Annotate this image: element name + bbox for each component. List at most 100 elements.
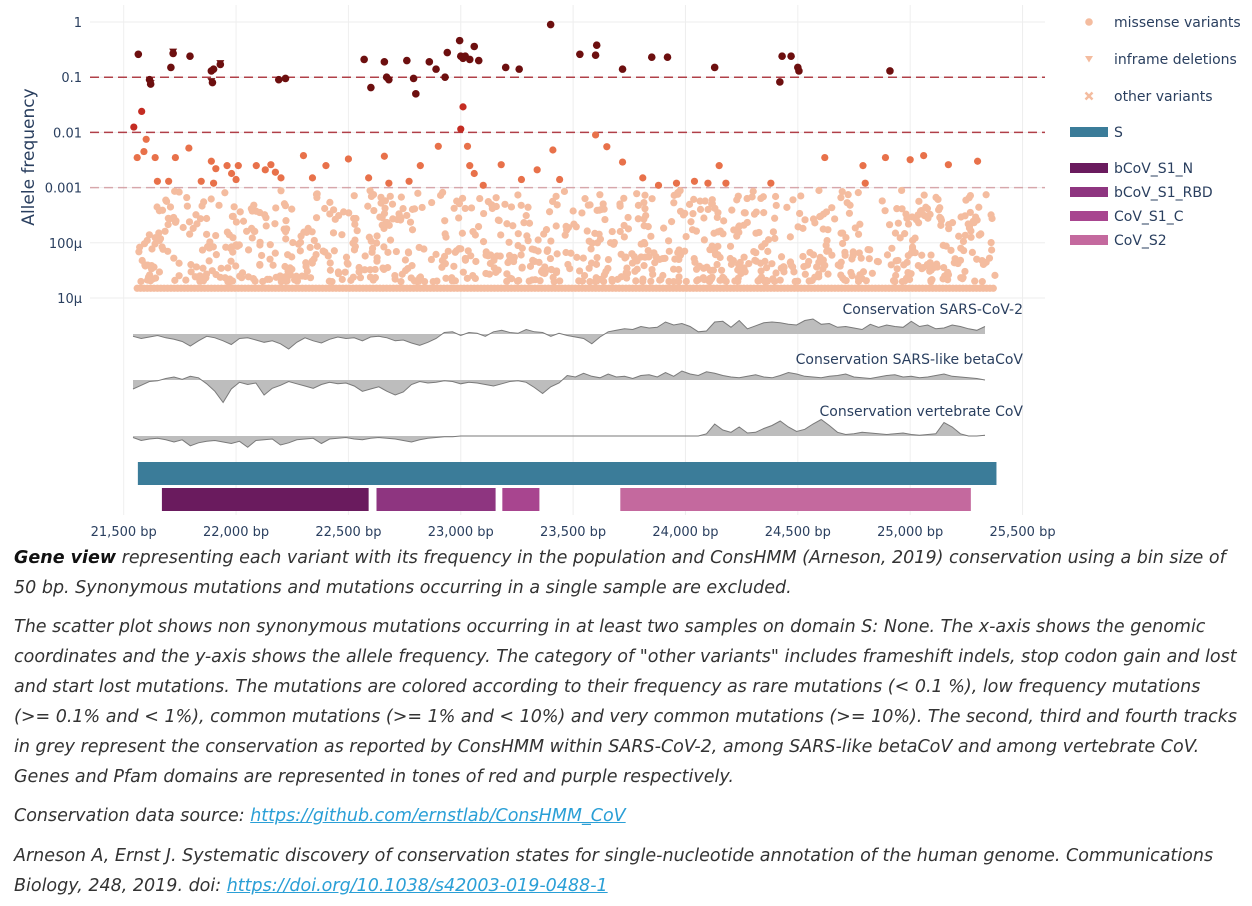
rare-variant-point [825,247,833,255]
rare-variant-point [800,263,808,271]
rare-variant-point [353,227,361,235]
rare-variant-point [546,254,555,263]
low-frequency-variant-point [722,179,730,187]
rare-variant-point [575,277,583,285]
rare-variant-point [975,231,983,239]
conservation-line [132,418,986,448]
rare-variant-point [497,231,505,239]
rare-variant-point [728,206,736,214]
rare-variant-point [235,241,243,249]
rare-variant-point [227,244,235,253]
rare-variant-point [864,245,872,254]
rare-variant-point [596,235,605,243]
rare-variant-point [281,273,289,281]
rare-variant-point [634,201,642,209]
rare-variant-point [269,261,277,269]
rare-variant-point [162,196,170,204]
rare-variant-point [183,193,191,202]
low-frequency-variant-point [223,162,231,170]
rare-variant-point [228,212,236,221]
rare-variant-point [839,229,847,237]
low-frequency-variant-point [212,165,220,173]
rare-variant-point [401,256,409,264]
caption-source: Conservation data source: https://github… [14,801,1242,831]
rare-variant-point [856,220,864,228]
low-frequency-variant-point [133,153,141,162]
rare-variant-point [351,220,359,228]
caption-title: Gene view [14,548,117,568]
very-common-variant-point [409,74,418,83]
rare-variant-point [442,233,450,241]
rare-variant-point [729,256,738,265]
rare-variant-point [513,277,522,285]
legend-label: missense variants [1114,15,1241,31]
caption-description: The scatter plot shows non synonymous mu… [14,612,1242,792]
rare-variant-point [282,217,290,225]
rare-variant-point [749,187,757,195]
rare-variant-point [959,237,968,246]
rare-variant-point [757,267,765,275]
rare-variant-point [944,276,952,284]
rare-variant-point [514,241,522,250]
common-variant-point [457,125,465,133]
rare-variant-point [640,262,648,270]
rare-variant-point [560,187,569,196]
rare-variant-point [988,246,996,254]
rare-variant-point [239,217,248,225]
rare-variant-point [161,227,169,235]
rare-variant-point [428,198,436,207]
rare-variant-point [364,202,372,210]
very-common-variant-point [403,56,411,65]
rare-variant-point [479,238,488,246]
doi-link[interactable]: https://doi.org/10.1038/s42003-019-0488-… [226,876,608,896]
rare-variant-point [156,235,165,243]
rare-variant-point [801,216,809,224]
rare-variant-point [534,236,542,244]
low-frequency-variant-point [821,153,829,162]
rare-variant-point [734,192,742,200]
rare-variant-point [328,278,336,286]
source-link[interactable]: https://github.com/ernstlab/ConsHMM_CoV [250,806,626,826]
rare-variant-point [155,268,164,276]
rare-variant-point [378,221,386,229]
rare-variant-point [845,209,854,217]
very-common-variant-point [443,48,452,57]
rare-variant-point [196,272,204,280]
rare-variant-point [608,227,616,236]
rare-variant-point [772,269,780,277]
rare-variant-point [229,234,237,242]
rare-variant-point [421,277,429,286]
rare-variant-point [392,247,400,256]
rare-variant-point [893,265,901,273]
rare-variant-point [586,278,594,286]
low-frequency-variant-point [533,166,541,174]
rare-variant-point [338,231,346,239]
rare-variant-point [331,215,339,223]
rare-variant-point [366,266,374,274]
rare-variant-point [940,263,948,272]
low-frequency-variant-point [463,142,472,150]
low-frequency-variant-point [920,151,928,160]
rare-variant-point [501,200,509,208]
rare-variant-point [136,243,144,251]
low-frequency-variant-point [549,146,557,154]
low-frequency-variant-point [165,177,173,185]
rare-variant-point [816,213,824,221]
rare-variant-point [326,210,334,218]
rare-variant-point [137,277,145,286]
rare-variant-point [200,198,208,206]
very-common-variant-point [591,51,600,60]
rare-variant-point [556,277,564,285]
common-variant-point [138,107,146,116]
rare-variant-point [288,205,296,213]
rare-variant-point [731,277,739,285]
rare-variant-point [865,255,873,263]
rare-variant-point [526,262,535,270]
rare-variant-point [517,251,525,259]
rare-variant-point [587,245,595,253]
rare-variant-point [754,277,762,285]
x-tick-label: 21,500 bp [91,525,157,540]
rare-variant-point [350,192,358,200]
rare-variant-point [692,265,701,273]
rare-variant-point [971,277,979,285]
